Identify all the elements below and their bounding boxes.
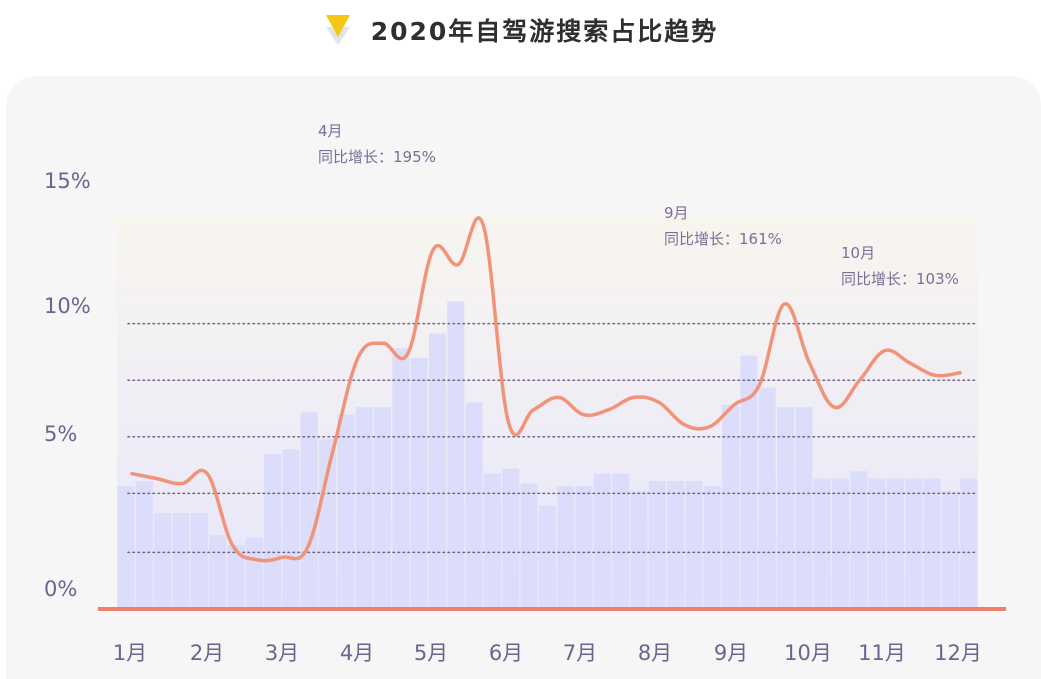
- bar: [502, 468, 520, 609]
- x-tick-label: 8月: [638, 641, 672, 665]
- bar: [410, 358, 428, 609]
- bar: [154, 513, 172, 609]
- bar: [612, 473, 630, 609]
- bar: [923, 478, 941, 609]
- chart-title: 2020年自驾游搜索占比趋势: [370, 17, 719, 46]
- bar: [722, 404, 740, 609]
- x-tick-label: 4月: [340, 641, 374, 665]
- x-tick-label: 9月: [714, 641, 748, 665]
- bar: [777, 407, 795, 609]
- bar: [190, 513, 208, 609]
- y-tick-label: 5%: [44, 422, 77, 446]
- bar: [374, 407, 391, 609]
- bar: [960, 478, 978, 609]
- bar: [282, 449, 300, 609]
- bar: [520, 483, 538, 609]
- annotation-month: 10月: [841, 244, 875, 262]
- bar: [264, 454, 282, 609]
- bar: [557, 486, 575, 609]
- y-tick-label: 0%: [44, 577, 77, 601]
- bar: [355, 407, 373, 609]
- bar: [319, 439, 337, 609]
- x-tick-label: 5月: [414, 641, 448, 665]
- y-tick-label: 15%: [44, 169, 91, 193]
- annotation-text: 同比增长：161%: [664, 230, 782, 248]
- bar: [813, 478, 831, 609]
- bar: [868, 478, 886, 609]
- y-tick-label: 10%: [44, 294, 91, 318]
- bar: [300, 412, 318, 609]
- x-tick-label: 2月: [190, 641, 224, 665]
- x-tick-label: 7月: [563, 641, 597, 665]
- annotation-text: 同比增长：195%: [318, 148, 436, 166]
- bar: [172, 513, 190, 609]
- bar: [538, 505, 556, 609]
- bar: [905, 478, 923, 609]
- x-tick-label: 10月: [784, 641, 832, 665]
- x-tick-label: 3月: [265, 641, 299, 665]
- bar: [887, 478, 904, 609]
- x-tick-label: 1月: [113, 641, 147, 665]
- annotation-text: 同比增长：103%: [841, 270, 959, 288]
- bar: [667, 481, 685, 609]
- chart-header: 2020年自驾游搜索占比趋势: [0, 8, 1041, 52]
- bar: [245, 537, 263, 609]
- bar: [740, 355, 758, 609]
- bar: [685, 481, 703, 609]
- yellow-triangle-icon: [325, 15, 350, 45]
- bar: [941, 490, 959, 609]
- x-tick-label: 6月: [489, 641, 523, 665]
- x-tick-label: 12月: [934, 641, 982, 665]
- annotation-month: 4月: [318, 122, 343, 140]
- bar: [117, 486, 135, 609]
- bar: [227, 545, 245, 609]
- bar: [337, 414, 355, 609]
- bar: [795, 407, 813, 609]
- x-tick-label: 11月: [858, 641, 906, 665]
- bar: [135, 481, 153, 609]
- trend-line: [130, 216, 962, 563]
- bar: [465, 402, 483, 609]
- bar: [703, 486, 721, 609]
- bar: [832, 478, 849, 609]
- bar: [758, 387, 776, 609]
- bar: [630, 490, 648, 609]
- bar: [648, 481, 666, 609]
- bar: [429, 333, 446, 609]
- bar: [483, 473, 501, 609]
- bar: [447, 301, 465, 609]
- annotation-month: 9月: [664, 204, 689, 222]
- bar: [593, 473, 611, 609]
- bar: [575, 486, 593, 609]
- bar: [850, 471, 868, 609]
- bar: [392, 348, 410, 609]
- bar: [209, 535, 227, 609]
